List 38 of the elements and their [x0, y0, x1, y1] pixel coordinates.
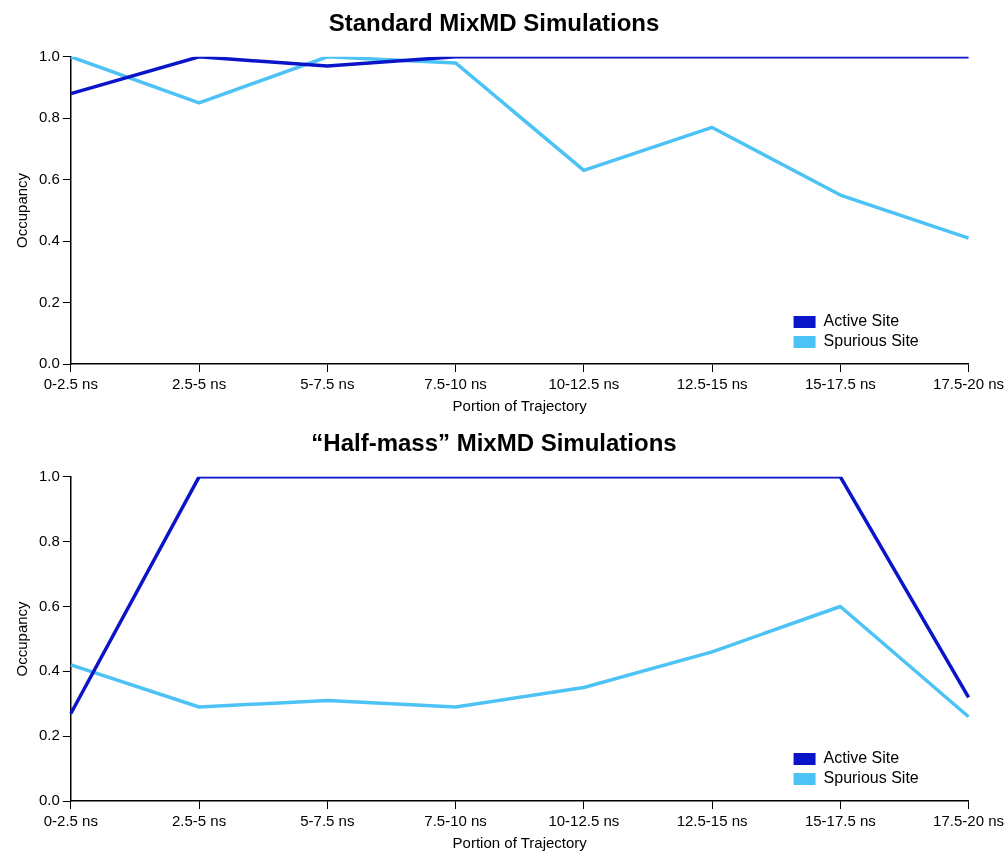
x-tick-label: 10-12.5 ns	[548, 812, 620, 830]
chart-title: “Half-mass” MixMD Simulations	[311, 429, 677, 457]
x-tick-label: 7.5-10 ns	[424, 375, 487, 393]
y-tick-label: 0.2	[38, 726, 60, 744]
y-tick-label: 0.4	[38, 661, 60, 679]
chart-title: Standard MixMD Simulations	[328, 9, 660, 37]
x-tick-label: 17.5-20 ns	[933, 812, 1004, 830]
legend-label: Spurious Site	[823, 769, 919, 787]
legend-label: Active Site	[823, 312, 900, 330]
y-tick-label: 0.6	[38, 596, 60, 614]
x-tick-label: 0-2.5 ns	[43, 375, 98, 393]
x-tick-label: 15-17.5 ns	[804, 375, 876, 393]
legend-label: Spurious Site	[823, 332, 919, 350]
y-tick-label: 0.0	[38, 791, 60, 809]
x-tick-label: 5-7.5 ns	[300, 375, 355, 393]
x-tick-label: 10-12.5 ns	[548, 375, 620, 393]
legend-label: Active Site	[823, 749, 900, 767]
y-tick-label: 0.6	[38, 169, 60, 187]
y-axis-title: Occupancy	[13, 600, 31, 677]
y-tick-label: 1.0	[38, 466, 60, 484]
x-tick-label: 12.5-15 ns	[676, 812, 748, 830]
x-axis-title: Portion of Trajectory	[452, 397, 588, 415]
x-tick-label: 0-2.5 ns	[43, 812, 98, 830]
y-tick-label: 0.4	[38, 231, 60, 249]
y-tick-label: 0.8	[38, 531, 60, 549]
x-tick-label: 15-17.5 ns	[804, 812, 876, 830]
y-tick-label: 0.8	[38, 108, 60, 126]
x-tick-label: 17.5-20 ns	[933, 375, 1004, 393]
x-tick-label: 2.5-5 ns	[171, 812, 227, 830]
x-tick-label: 2.5-5 ns	[171, 375, 227, 393]
y-tick-label: 1.0	[38, 46, 60, 64]
x-tick-label: 5-7.5 ns	[300, 812, 355, 830]
y-tick-label: 0.2	[38, 292, 60, 310]
y-tick-label: 0.0	[38, 354, 60, 372]
x-tick-label: 7.5-10 ns	[424, 812, 487, 830]
y-axis-title: Occupancy	[13, 172, 31, 248]
x-tick-label: 12.5-15 ns	[676, 375, 748, 393]
x-axis-title: Portion of Trajectory	[452, 834, 588, 852]
